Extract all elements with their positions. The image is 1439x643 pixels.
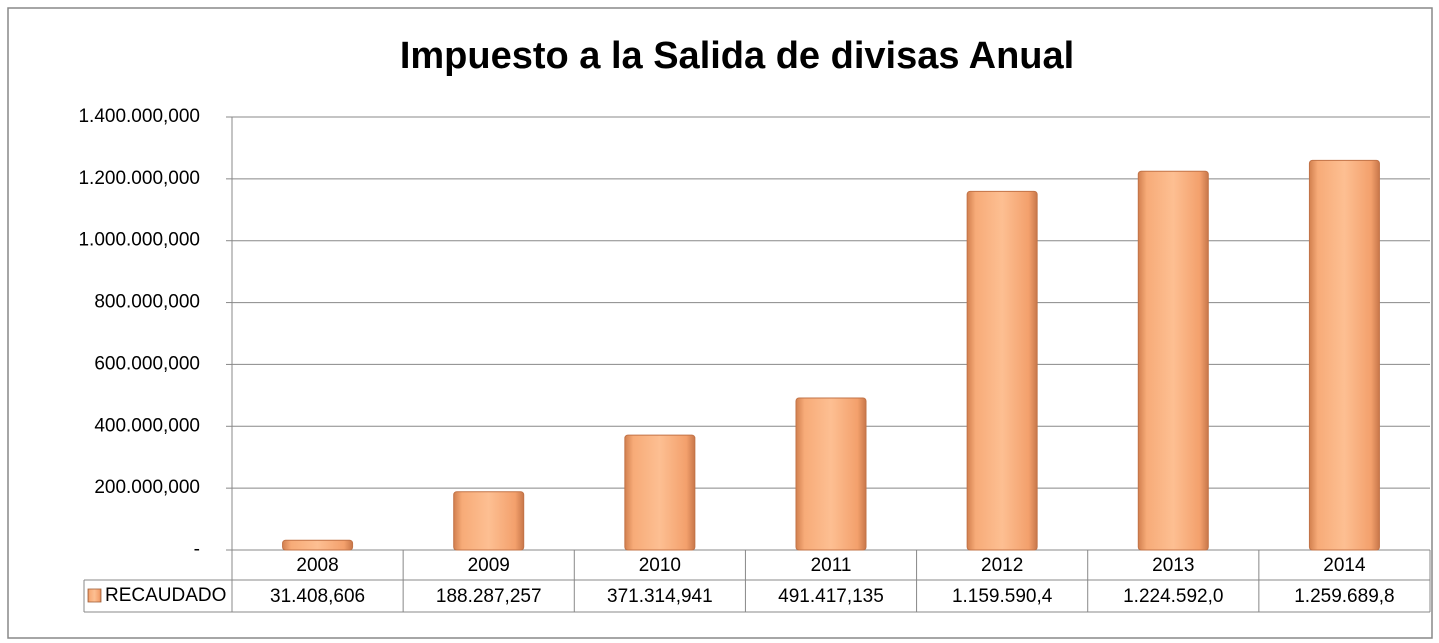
y-tick-label: 1.400.000,000	[78, 106, 200, 127]
y-tick-label: 600.000,000	[94, 353, 200, 374]
bar	[453, 491, 525, 551]
legend-label: RECAUDADO	[105, 585, 226, 606]
x-tick-label: 2012	[981, 555, 1023, 576]
bar	[1137, 170, 1209, 551]
bar	[624, 434, 696, 551]
table-value: 31.408,606	[270, 586, 365, 607]
y-tick-label: -	[194, 539, 200, 560]
bar	[966, 190, 1038, 551]
x-tick-label: 2009	[468, 555, 510, 576]
table-value: 491.417,135	[778, 586, 884, 607]
table-value: 1.159.590,4	[952, 586, 1053, 607]
y-tick-label: 800.000,000	[94, 292, 200, 313]
bar	[1308, 159, 1380, 551]
x-tick-label: 2014	[1323, 555, 1366, 576]
x-tick-label: 2008	[296, 555, 338, 576]
table-value: 371.314,941	[607, 586, 713, 607]
table-value: 188.287,257	[436, 586, 542, 607]
x-tick-label: 2011	[811, 555, 852, 576]
chart-title: Impuesto a la Salida de divisas Anual	[400, 35, 1074, 77]
chart-frame	[7, 7, 1433, 639]
x-tick-label: 2010	[639, 555, 681, 576]
bar	[795, 397, 867, 551]
x-tick-label: 2013	[1152, 555, 1194, 576]
table-value: 1.259.689,8	[1294, 586, 1394, 607]
table-value: 1.224.592,0	[1123, 586, 1223, 607]
y-tick-label: 1.000.000,000	[78, 230, 200, 251]
bar	[282, 539, 354, 551]
y-tick-label: 1.200.000,000	[78, 168, 200, 189]
y-tick-label: 400.000,000	[94, 415, 200, 436]
y-tick-label: 200.000,000	[94, 477, 200, 498]
legend-marker	[87, 588, 102, 603]
